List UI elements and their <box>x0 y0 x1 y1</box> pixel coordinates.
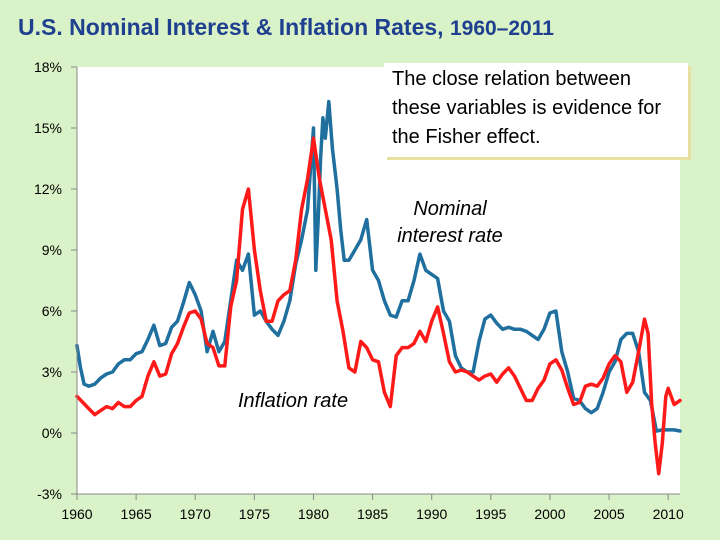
x-tick-label: 1970 <box>180 506 211 522</box>
series-label-nominal: Nominal interest rate <box>397 198 503 247</box>
y-tick-label: 3% <box>42 364 62 380</box>
x-tick-label: 1960 <box>61 506 92 522</box>
x-tick-label: 2005 <box>593 506 624 522</box>
chart-title-main: U.S. Nominal Interest & Inflation Rates, <box>18 14 444 40</box>
x-tick-label: 1985 <box>357 506 388 522</box>
x-tick-label: 1965 <box>121 506 152 522</box>
y-tick-label: -3% <box>37 486 62 502</box>
series-label-inflation: Inflation rate <box>238 390 349 412</box>
y-tick-label: 12% <box>34 181 62 197</box>
y-tick-label: 18% <box>34 59 62 75</box>
series-line-inflation <box>75 136 682 476</box>
x-tick-label: 2000 <box>534 506 565 522</box>
x-tick-label: 1990 <box>416 506 447 522</box>
x-tick-label: 2010 <box>653 506 684 522</box>
series-line-nominal-interest <box>75 99 682 433</box>
x-tick-label: 1995 <box>475 506 506 522</box>
y-tick-label: 9% <box>42 242 62 258</box>
y-tick-label: 15% <box>34 120 62 136</box>
chart-title: U.S. Nominal Interest & Inflation Rates,… <box>18 14 554 41</box>
chart-title-years: 1960–2011 <box>449 17 554 40</box>
x-tick-label: 1980 <box>298 506 329 522</box>
y-tick-label: 0% <box>42 425 62 441</box>
x-tick-label: 1975 <box>239 506 270 522</box>
y-tick-label: 6% <box>42 303 62 319</box>
fisher-effect-annotation: The close relation between these variabl… <box>384 63 688 157</box>
